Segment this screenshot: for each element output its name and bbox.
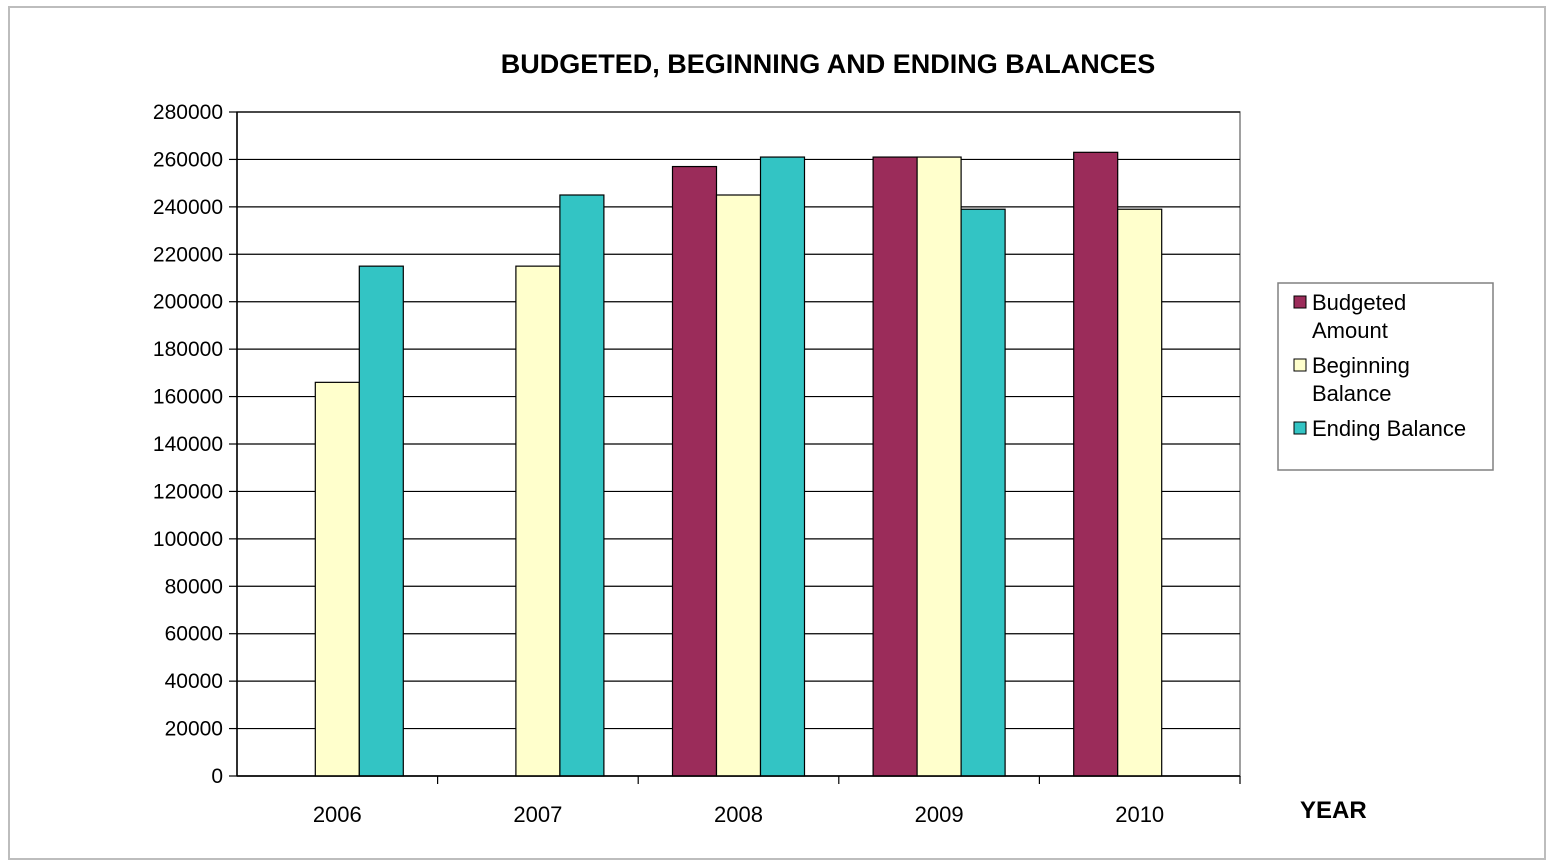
x-tick-label: 2007 (513, 802, 562, 827)
y-tick-label: 180000 (153, 338, 223, 361)
axes (229, 111, 1241, 784)
bars (314, 151, 1163, 777)
y-tick-label: 280000 (153, 101, 223, 124)
bar-beginning-balance (916, 156, 962, 777)
legend-label: Beginning Balance (1312, 353, 1410, 406)
y-axis-ticks: 0 20000 40000 60000 80000 100000 120000 140000 1… (153, 101, 223, 788)
y-tick-label: 60000 (165, 623, 223, 646)
y-tick-label: 80000 (165, 575, 223, 598)
y-tick-label: 200000 (153, 291, 223, 314)
x-axis-label: YEAR (1300, 797, 1367, 824)
y-tick-label: 100000 (153, 528, 223, 551)
y-tick-label: 0 (211, 765, 223, 788)
legend-label: Ending Balance (1312, 416, 1466, 441)
bar-budgeted-amount (671, 165, 718, 777)
y-tick-label: 140000 (153, 433, 223, 456)
y-tick-label: 220000 (153, 243, 223, 266)
bar-beginning-balance (715, 194, 762, 777)
x-tick-label: 2008 (714, 802, 763, 827)
x-tick-label: 2010 (1115, 802, 1164, 827)
bar-budgeted-amount (872, 156, 918, 777)
legend-swatch (1293, 358, 1307, 372)
legend-swatch (1293, 421, 1307, 435)
bar-beginning-balance (515, 265, 561, 777)
legend-swatch (1293, 295, 1307, 309)
bar-ending-balance (960, 208, 1006, 777)
x-axis-ticks: 2006 2007 2008 2009 2010 (313, 802, 1164, 827)
legend-label: Budgeted Amount (1312, 290, 1406, 343)
x-tick-label: 2006 (313, 802, 362, 827)
bar-ending-balance (559, 194, 605, 777)
legend: Budgeted Amount Beginning Balance Ending Bal… (1277, 282, 1494, 471)
y-tick-label: 120000 (153, 480, 223, 503)
y-tick-label: 160000 (153, 386, 223, 409)
y-tick-label: 40000 (165, 670, 223, 693)
bar-beginning-balance (314, 381, 360, 777)
bar-ending-balance (358, 265, 404, 777)
legend-box (1277, 282, 1494, 471)
bar-beginning-balance (1117, 208, 1163, 777)
y-tick-label: 240000 (153, 196, 223, 219)
chart-title: BUDGETED, BEGINNING AND ENDING BALANCES (501, 49, 1156, 79)
bar-ending-balance (759, 156, 806, 777)
y-tick-label: 260000 (153, 148, 223, 171)
y-tick-label: 20000 (165, 718, 223, 741)
x-tick-label: 2009 (915, 802, 964, 827)
bar-budgeted-amount (1073, 151, 1119, 777)
